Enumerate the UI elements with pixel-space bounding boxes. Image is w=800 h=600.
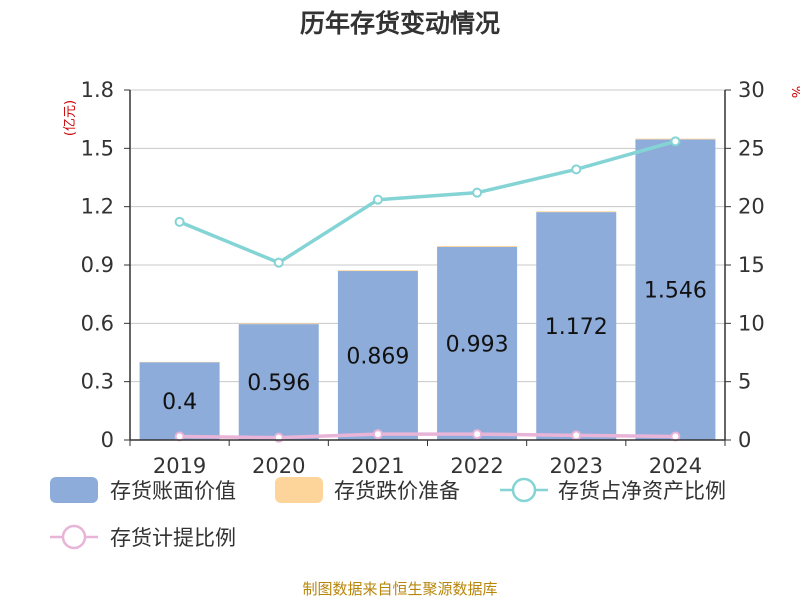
source-note: 制图数据来自恒生聚源数据库 <box>302 580 497 598</box>
bar-book-value <box>139 362 220 440</box>
right-tick-label: 5 <box>738 370 751 394</box>
net-asset-ratio-point <box>273 257 284 268</box>
left-tick-label: 1.5 <box>81 136 114 160</box>
legend-label-book-value: 存货账面价值 <box>110 479 236 503</box>
legend-marker-net-asset-ratio <box>511 477 537 503</box>
legend-swatch-reserve <box>275 477 323 503</box>
bar-data-label: 0.4 <box>162 390 197 415</box>
left-tick-label: 1.8 <box>81 78 114 102</box>
bar-reserve <box>337 270 418 272</box>
x-tick-label: 2021 <box>351 454 404 478</box>
bar-reserve <box>437 245 518 247</box>
net-asset-ratio-point <box>472 187 483 198</box>
right-tick-label: 25 <box>738 136 765 160</box>
right-axis-unit: % <box>791 86 800 98</box>
left-axis-unit: (亿元) <box>63 100 78 136</box>
bar-book-value <box>238 324 319 440</box>
legend-swatch-book-value <box>50 477 98 503</box>
left-tick-label: 0.6 <box>81 311 114 335</box>
net-asset-ratio-line <box>178 139 676 265</box>
chart-title: 历年存货变动情况 <box>300 9 500 38</box>
x-tick-label: 2023 <box>550 454 603 478</box>
bar-book-value <box>635 139 716 440</box>
x-tick-label: 2019 <box>153 454 206 478</box>
net-asset-ratio-point <box>372 194 383 205</box>
legend-label-reserve: 存货跌价准备 <box>334 479 460 503</box>
grid-lines <box>130 89 725 383</box>
net-asset-ratio-point <box>670 136 681 147</box>
provision-ratio-point <box>472 429 483 440</box>
left-tick-label: 0 <box>101 428 114 452</box>
net-asset-ratio-point <box>571 164 582 175</box>
x-tick-label: 2024 <box>649 454 702 478</box>
provision-ratio-line <box>179 432 676 440</box>
bar-data-label: 1.546 <box>644 279 707 304</box>
legend-label-net-asset-ratio: 存货占净资产比例 <box>558 479 726 503</box>
provision-ratio-point <box>571 430 582 441</box>
right-tick-label: 0 <box>738 428 751 452</box>
bar-book-value <box>337 271 418 440</box>
bar-data-label: 1.172 <box>545 315 608 340</box>
right-tick-label: 30 <box>738 78 765 102</box>
bar-data-label: 0.596 <box>247 371 310 396</box>
bar-data-label: 0.993 <box>446 332 509 357</box>
x-tick-label: 2022 <box>450 454 503 478</box>
x-tick-label: 2020 <box>252 454 305 478</box>
legend-label-provision-ratio: 存货计提比例 <box>110 526 236 550</box>
right-tick-label: 10 <box>738 311 765 335</box>
left-tick-label: 0.3 <box>81 370 114 394</box>
left-tick-label: 1.2 <box>81 195 114 219</box>
bar-reserve <box>536 211 617 213</box>
provision-ratio-point <box>372 429 383 440</box>
right-tick-label: 15 <box>738 253 765 277</box>
bar-reserve <box>238 323 319 325</box>
lines-layer <box>174 136 681 443</box>
net-asset-ratio-point <box>174 216 185 227</box>
bars-layer: 0.4 0.596 0.869 0.993 1.172 1.546 <box>139 138 716 440</box>
bar-book-value <box>437 246 518 440</box>
bar-book-value <box>536 212 617 440</box>
left-tick-label: 0.9 <box>81 253 114 277</box>
right-tick-label: 20 <box>738 195 765 219</box>
bar-data-label: 0.869 <box>346 345 409 370</box>
axes: 0 0.3 0.6 0.9 1.2 1.5 1.8 0 5 10 15 20 25 30 2019 2020 2… <box>81 78 765 478</box>
legend-marker-provision-ratio <box>61 524 87 550</box>
